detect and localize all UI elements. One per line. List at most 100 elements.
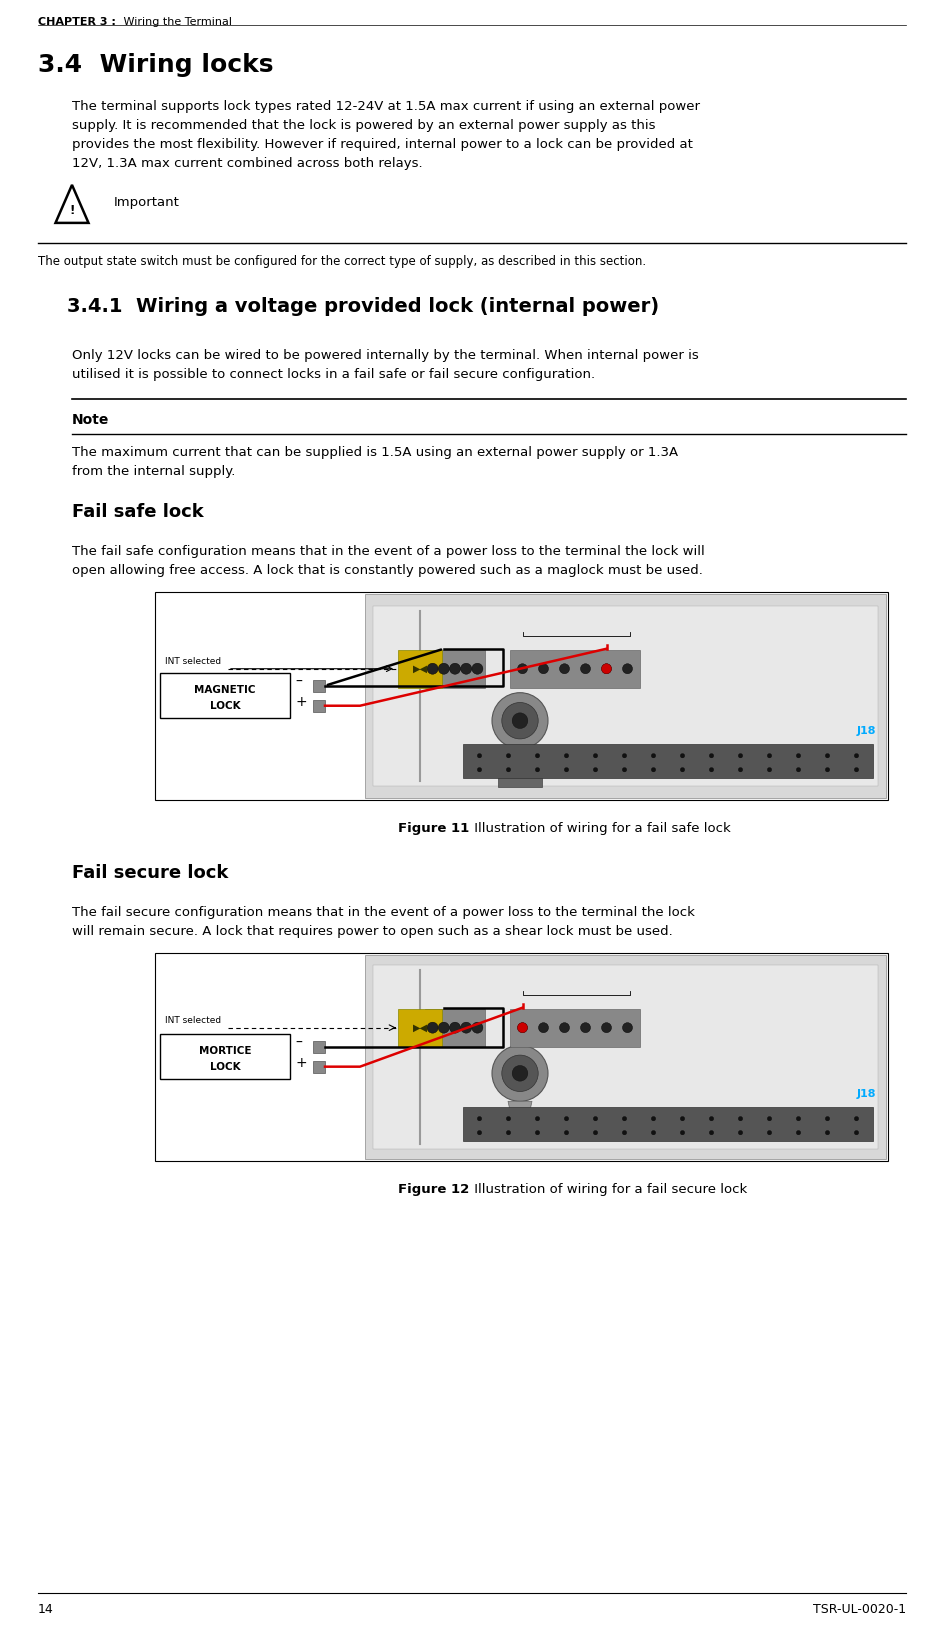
Circle shape: [506, 767, 511, 772]
Circle shape: [709, 1131, 714, 1134]
Circle shape: [449, 663, 461, 674]
Circle shape: [506, 1116, 511, 1121]
Text: MORTICE: MORTICE: [199, 1045, 251, 1056]
Text: TSR-UL-0020-1: TSR-UL-0020-1: [813, 1602, 906, 1615]
Text: open allowing free access. A lock that is constantly powered such as a maglock m: open allowing free access. A lock that i…: [72, 564, 703, 577]
Bar: [425, 1009, 485, 1046]
Text: utilised it is possible to connect locks in a fail safe or fail secure configura: utilised it is possible to connect locks…: [72, 367, 595, 380]
Text: Illustration of wiring for a fail secure lock: Illustration of wiring for a fail secure…: [469, 1183, 747, 1196]
Circle shape: [601, 663, 612, 674]
Circle shape: [427, 663, 438, 674]
Circle shape: [601, 1022, 612, 1032]
Circle shape: [513, 713, 528, 728]
Circle shape: [565, 1116, 568, 1121]
Text: RELAY 1: RELAY 1: [540, 983, 565, 988]
Circle shape: [825, 767, 830, 772]
Circle shape: [581, 663, 591, 674]
Text: !: !: [69, 205, 75, 218]
Text: 3.4  Wiring locks: 3.4 Wiring locks: [38, 54, 274, 76]
Circle shape: [593, 767, 598, 772]
Text: –: –: [295, 1035, 302, 1050]
Bar: [398, 650, 442, 687]
Text: 0V: 0V: [563, 644, 571, 648]
Text: INT: INT: [390, 973, 403, 982]
Circle shape: [472, 663, 483, 674]
Circle shape: [478, 1116, 481, 1121]
Circle shape: [797, 1131, 801, 1134]
Bar: [313, 1061, 325, 1072]
Circle shape: [767, 1116, 771, 1121]
Bar: [155, 952, 888, 1160]
Circle shape: [560, 1022, 569, 1032]
Bar: [313, 700, 325, 712]
Circle shape: [738, 1131, 743, 1134]
Circle shape: [517, 663, 528, 674]
Text: The output state switch must be configured for the correct type of supply, as de: The output state switch must be configur…: [38, 255, 646, 268]
Text: EXT – FOR SPDT RE: EXT – FOR SPDT RE: [518, 973, 579, 978]
Circle shape: [517, 1022, 528, 1032]
Circle shape: [854, 1116, 859, 1121]
Text: EXT – FOR SPDT RE: EXT – FOR SPDT RE: [518, 614, 579, 619]
Text: 0V: 0V: [448, 1003, 457, 1008]
Text: NC: NC: [540, 644, 549, 648]
Text: ▶◀: ▶◀: [413, 663, 428, 674]
Circle shape: [709, 754, 714, 757]
Circle shape: [506, 1131, 511, 1134]
Text: 12V: 12V: [429, 644, 441, 648]
Circle shape: [427, 1022, 438, 1034]
Text: 12V, 1.3A max current combined across both relays.: 12V, 1.3A max current combined across bo…: [72, 158, 423, 171]
Text: EXT: EXT: [430, 614, 445, 622]
Circle shape: [767, 767, 771, 772]
Bar: [365, 954, 886, 1159]
Circle shape: [622, 1116, 627, 1121]
Circle shape: [681, 1131, 684, 1134]
Circle shape: [622, 1131, 627, 1134]
Circle shape: [535, 1131, 540, 1134]
Circle shape: [492, 1045, 548, 1102]
Bar: [498, 1118, 542, 1139]
Bar: [463, 744, 873, 778]
Circle shape: [854, 767, 859, 772]
Circle shape: [854, 754, 859, 757]
Text: Important: Important: [114, 197, 180, 210]
Circle shape: [506, 754, 511, 757]
Circle shape: [622, 767, 627, 772]
Text: NC: NC: [540, 1003, 549, 1008]
Text: C: C: [521, 644, 525, 648]
Circle shape: [478, 767, 481, 772]
Text: supply. It is recommended that the lock is powered by an external power supply a: supply. It is recommended that the lock …: [72, 119, 655, 132]
Circle shape: [651, 1131, 656, 1134]
Bar: [313, 679, 325, 692]
Circle shape: [502, 702, 538, 739]
Circle shape: [560, 663, 569, 674]
Text: Fail secure lock: Fail secure lock: [72, 864, 228, 882]
Circle shape: [535, 1116, 540, 1121]
Circle shape: [651, 767, 656, 772]
Circle shape: [797, 1116, 801, 1121]
Text: NO: NO: [465, 1003, 475, 1008]
Text: Wiring the Terminal: Wiring the Terminal: [120, 16, 232, 28]
Text: Note: Note: [72, 413, 110, 427]
Text: MAGNETIC: MAGNETIC: [194, 684, 256, 696]
Text: J18: J18: [856, 726, 876, 736]
Circle shape: [738, 1116, 743, 1121]
Circle shape: [478, 1131, 481, 1134]
Circle shape: [502, 1055, 538, 1092]
Circle shape: [449, 1022, 461, 1034]
Text: Fail safe lock: Fail safe lock: [72, 502, 204, 520]
Circle shape: [581, 1022, 591, 1032]
Text: The terminal supports lock types rated 12-24V at 1.5A max current if using an ex: The terminal supports lock types rated 1…: [72, 101, 700, 114]
Circle shape: [767, 754, 771, 757]
Text: RELAY 1: RELAY 1: [540, 624, 565, 629]
Circle shape: [478, 754, 481, 757]
Circle shape: [565, 1131, 568, 1134]
Polygon shape: [508, 1102, 532, 1120]
Text: INT selected: INT selected: [165, 656, 221, 666]
Circle shape: [681, 754, 684, 757]
Bar: [365, 593, 886, 798]
Circle shape: [854, 1131, 859, 1134]
Circle shape: [797, 767, 801, 772]
Text: Only 12V locks can be wired to be powered internally by the terminal. When inter: Only 12V locks can be wired to be powere…: [72, 349, 699, 362]
Circle shape: [797, 754, 801, 757]
Text: Figure 11: Figure 11: [398, 822, 469, 835]
